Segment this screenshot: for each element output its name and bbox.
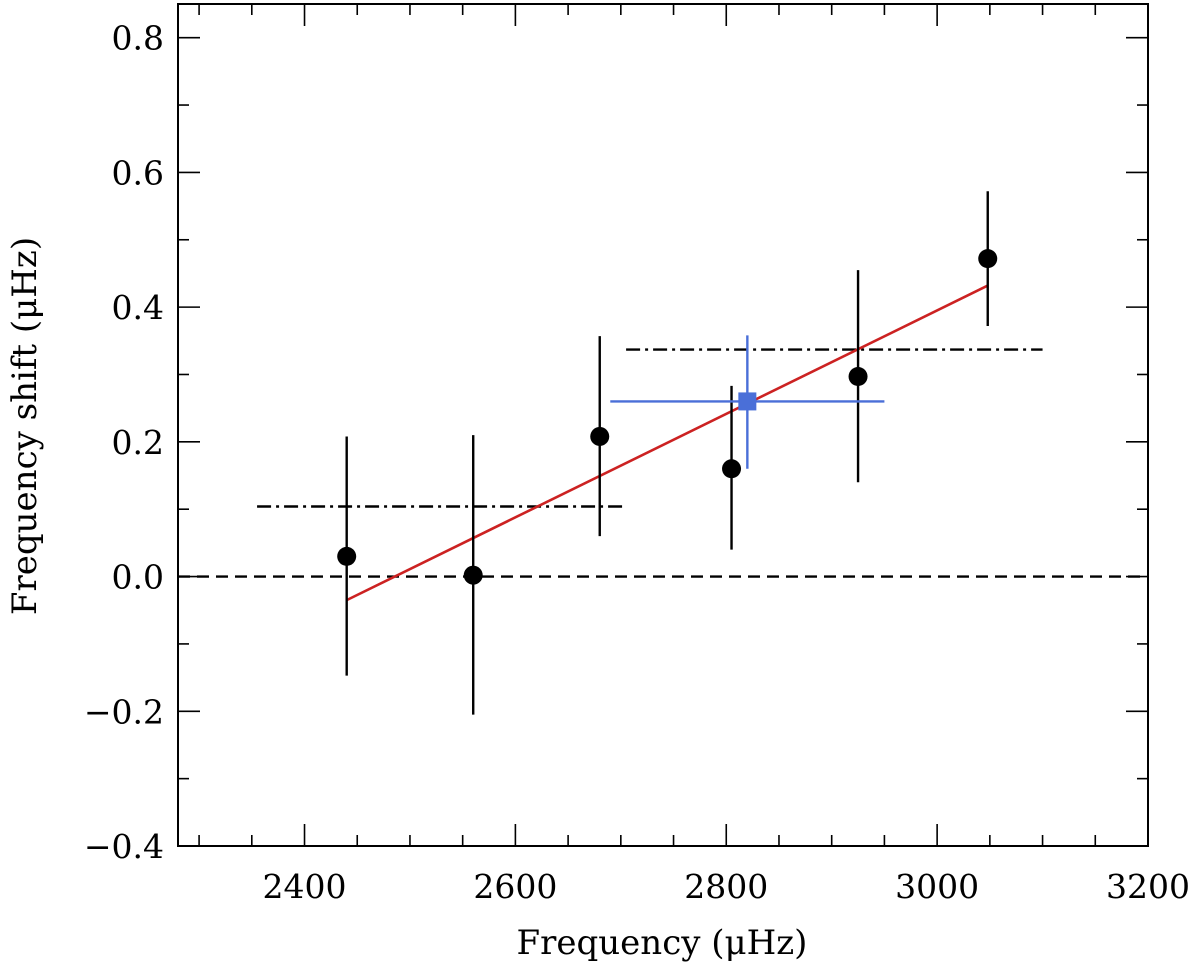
linear-fit-line bbox=[346, 284, 989, 602]
x-tick-label: 2800 bbox=[684, 867, 768, 906]
plot-frame bbox=[177, 3, 1149, 847]
y-tick-label: −0.2 bbox=[84, 692, 164, 731]
data-point bbox=[337, 546, 357, 566]
data-point bbox=[463, 565, 483, 585]
x-tick-label: 2400 bbox=[263, 867, 347, 906]
y-tick-label: 0.8 bbox=[112, 19, 164, 58]
y-axis-label: Frequency shift (μHz) bbox=[5, 237, 45, 615]
x-tick-label: 3000 bbox=[895, 867, 979, 906]
mean-point-layer bbox=[610, 335, 885, 469]
x-axis-label: Frequency (μHz) bbox=[517, 923, 808, 963]
data-points-layer bbox=[337, 191, 998, 715]
data-point bbox=[848, 367, 868, 387]
data-point bbox=[722, 459, 742, 479]
data-point bbox=[978, 249, 998, 269]
x-tick-label: 3200 bbox=[1106, 867, 1190, 906]
y-tick-label: 0.2 bbox=[112, 423, 164, 462]
y-tick-label: −0.4 bbox=[84, 827, 164, 866]
axes-layer: 2400 2600 2800 3000 3200 −0.4 −0.2 0.0 0.2 0.4 0.6… bbox=[84, 3, 1190, 906]
fit-line-layer bbox=[346, 284, 989, 602]
y-tick-label: 0.0 bbox=[112, 558, 164, 597]
y-tick-label: 0.4 bbox=[112, 288, 164, 327]
data-point bbox=[590, 426, 610, 446]
mean-point-marker bbox=[738, 392, 757, 411]
reference-lines-layer bbox=[178, 348, 1148, 578]
x-tick-label: 2600 bbox=[473, 867, 557, 906]
y-tick-label: 0.6 bbox=[112, 153, 164, 192]
